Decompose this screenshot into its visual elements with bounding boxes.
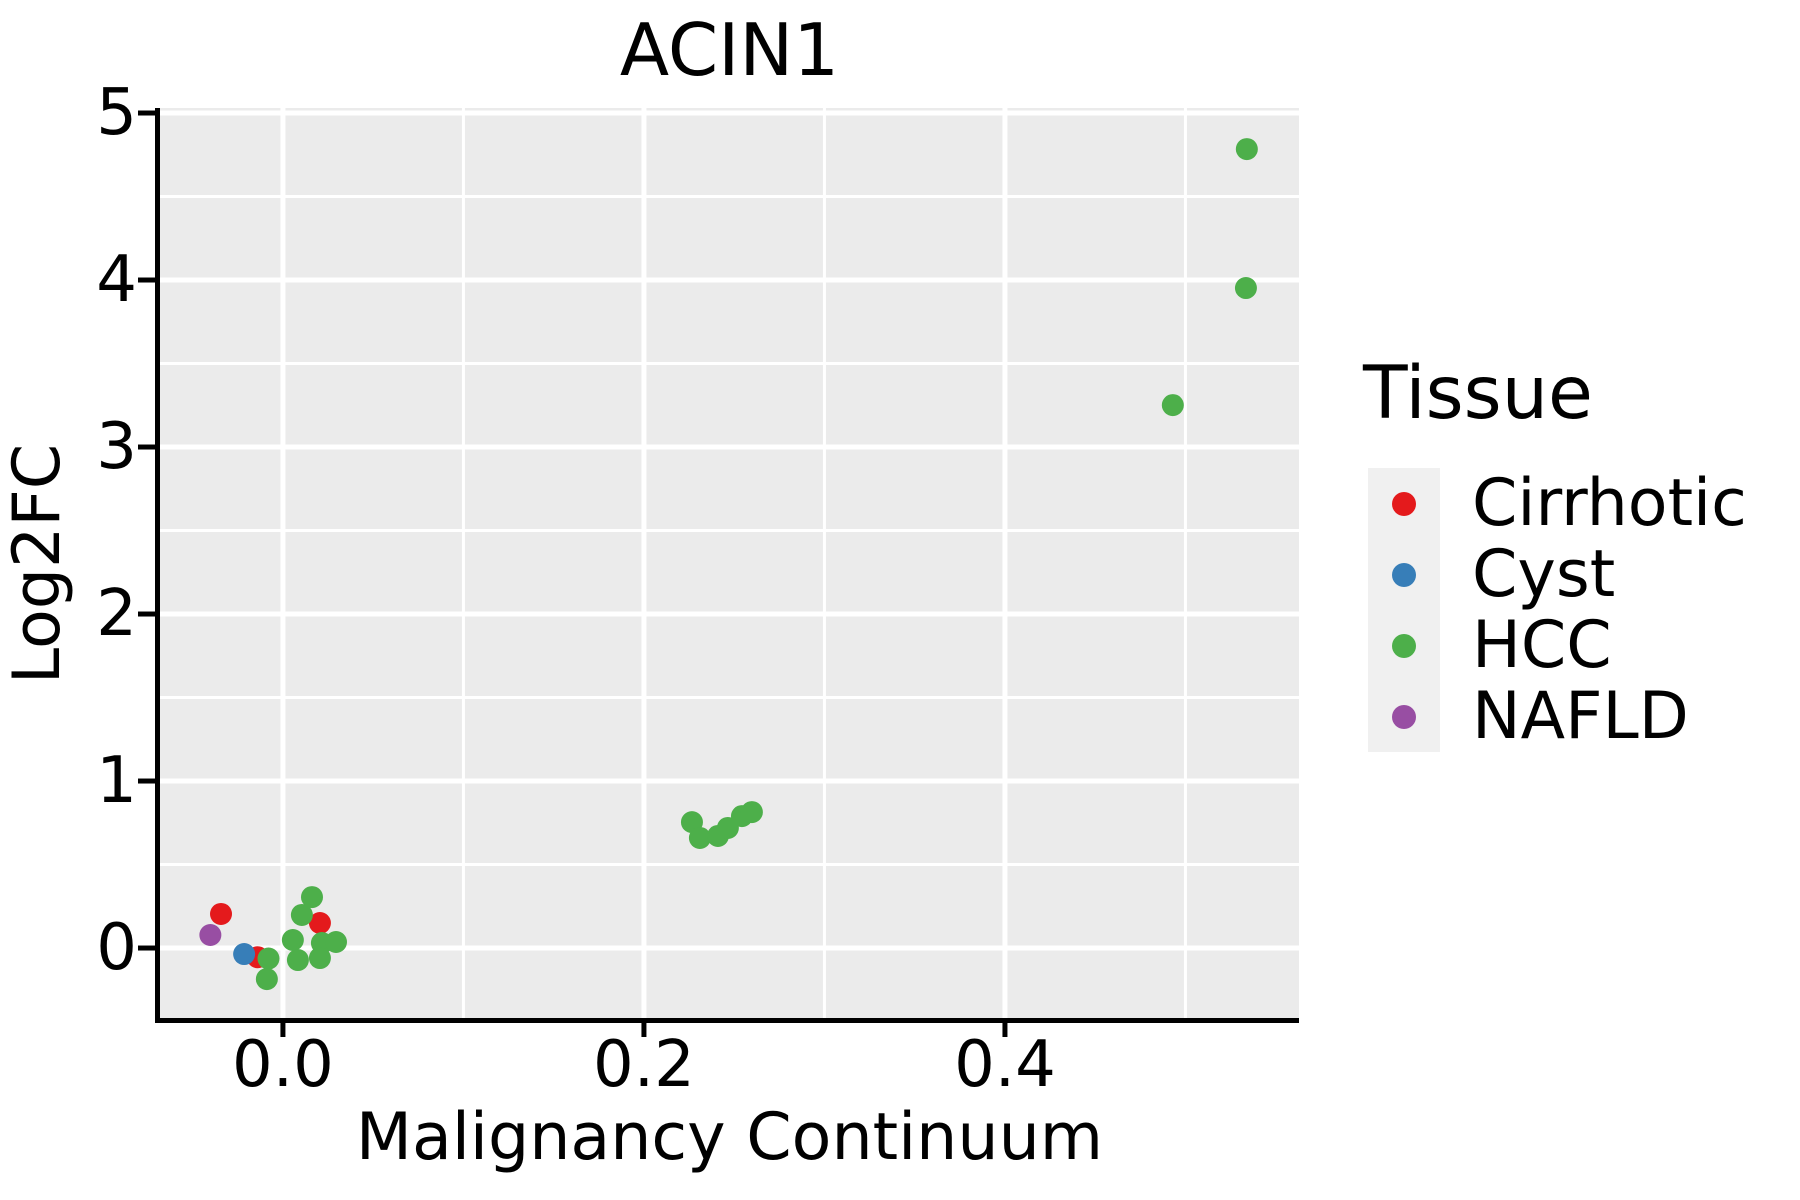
legend-key-box: [1368, 539, 1440, 610]
data-point-cirrhotic: [308, 911, 331, 934]
y-tick-mark: [138, 611, 155, 617]
legend-item-label: HCC: [1472, 608, 1612, 683]
data-point-hcc: [290, 903, 313, 926]
data-point-hcc: [740, 801, 763, 824]
x-tick-mark: [641, 1023, 647, 1037]
data-point-hcc: [308, 947, 331, 970]
data-point-hcc: [324, 931, 347, 954]
legend-key-box: [1368, 468, 1440, 539]
y-tick-mark: [138, 110, 155, 116]
data-point-hcc: [1234, 277, 1257, 300]
legend-item-nafld: NAFLD: [1368, 681, 1747, 752]
data-point-nafld: [199, 923, 222, 946]
x-tick-label-1: 0.2: [593, 1028, 695, 1102]
data-point-hcc: [1235, 138, 1258, 161]
data-point-cyst: [233, 943, 256, 966]
legend-item-label: Cyst: [1472, 537, 1616, 612]
data-point-cirrhotic: [210, 902, 233, 925]
plot-title: ACIN1: [619, 8, 840, 92]
cirrhotic-dot-icon: [1392, 491, 1416, 516]
data-point-hcc: [255, 968, 278, 991]
legend-title: Tissue: [1363, 351, 1593, 436]
x-tick-mark: [1002, 1023, 1008, 1037]
legend-item-cirrhotic: Cirrhotic: [1368, 468, 1747, 539]
panel-background: [160, 108, 1299, 1018]
y-tick-label-2: 2: [96, 577, 137, 652]
y-axis-line: [155, 108, 160, 1023]
y-tick-mark: [138, 945, 155, 951]
data-point-hcc: [257, 947, 280, 970]
data-point-hcc: [300, 886, 323, 909]
legend-item-label: NAFLD: [1472, 679, 1689, 754]
legend-item-hcc: HCC: [1368, 610, 1747, 681]
data-point-hcc: [688, 826, 711, 849]
data-point-hcc: [1161, 394, 1184, 417]
y-tick-mark: [138, 778, 155, 784]
legend-item-label: Cirrhotic: [1472, 466, 1747, 541]
nafld-dot-icon: [1392, 704, 1416, 729]
x-axis-line: [155, 1018, 1299, 1023]
data-point-hcc: [286, 949, 309, 972]
x-axis-title: Malignancy Continuum: [355, 1100, 1104, 1175]
legend: Cirrhotic Cyst HCC NAFLD: [1368, 468, 1747, 752]
legend-key-box: [1368, 610, 1440, 681]
legend-key-box: [1368, 681, 1440, 752]
y-tick-mark: [138, 277, 155, 283]
y-tick-label-4: 4: [96, 243, 137, 317]
y-tick-mark: [138, 444, 155, 450]
x-tick-mark: [280, 1023, 286, 1037]
y-tick-label-1: 1: [96, 744, 137, 819]
x-tick-label-2: 0.4: [954, 1028, 1056, 1102]
data-point-hcc: [281, 929, 304, 952]
cyst-dot-icon: [1392, 562, 1416, 587]
y-tick-label-0: 0: [96, 911, 137, 986]
legend-item-cyst: Cyst: [1368, 539, 1747, 610]
hcc-dot-icon: [1392, 633, 1416, 658]
x-tick-label-0: 0.0: [232, 1028, 334, 1102]
y-tick-label-3: 3: [96, 410, 137, 485]
y-tick-label-5: 5: [96, 76, 137, 150]
